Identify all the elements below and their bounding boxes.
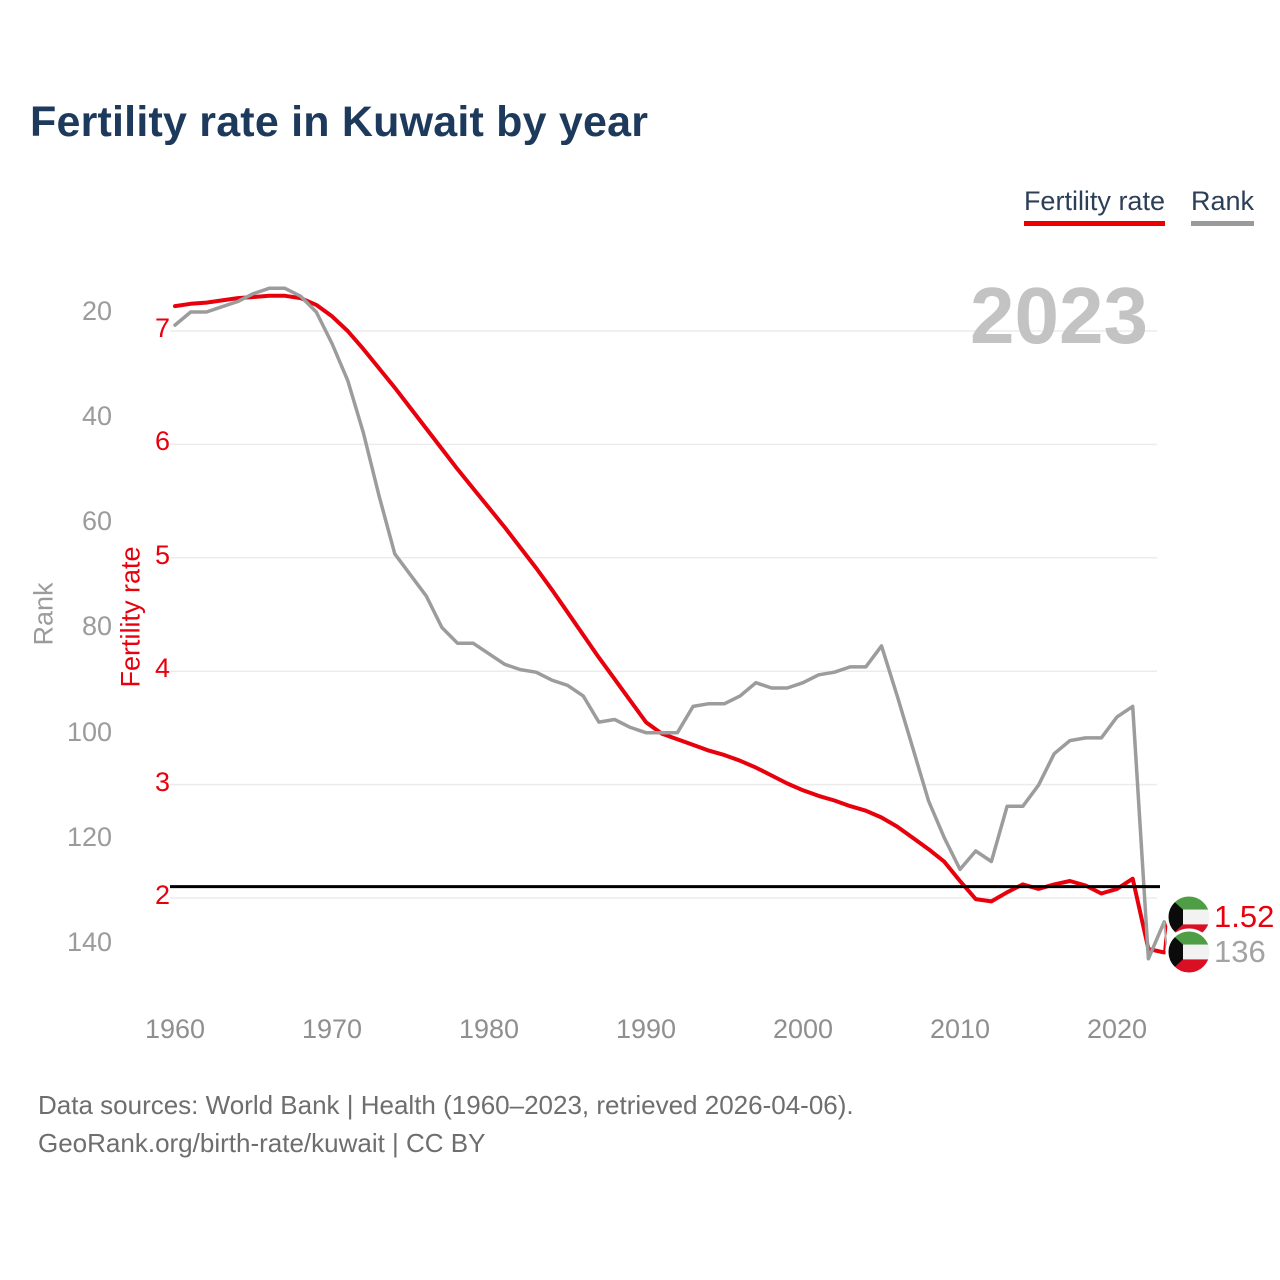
rank-tick-label: 140 [66, 926, 112, 957]
rank-axis-title: Rank [28, 582, 59, 646]
fertility-tick-label: 4 [154, 653, 170, 684]
legend-underline-fertility-rate [1023, 221, 1165, 226]
footer: Data sources: World Bank | Health (1960–… [38, 1086, 854, 1162]
legend-item-fertility-rate[interactable]: Fertility rate [1023, 186, 1165, 226]
x-tick-label: 1980 [458, 1014, 520, 1044]
rank-tick-label: 120 [66, 821, 112, 852]
series-line-rank [173, 286, 1166, 961]
series-line-fertility-rate [173, 293, 1167, 955]
end-value-rank: 136 [1214, 934, 1266, 969]
legend-item-rank[interactable]: Rank [1190, 186, 1254, 226]
legend-label-rank: Rank [1190, 186, 1254, 216]
footer-attribution: GeoRank.org/birth-rate/kuwait | CC BY [38, 1128, 486, 1158]
x-tick-label: 2000 [772, 1014, 834, 1044]
fertility-tick-label: 3 [154, 766, 170, 797]
rank-tick-label: 20 [81, 296, 112, 326]
footer-data-sources: Data sources: World Bank | Health (1960–… [38, 1090, 854, 1120]
series-lines [173, 286, 1167, 961]
legend: Fertility rate Rank [1023, 186, 1254, 226]
x-tick-label: 1970 [301, 1014, 363, 1044]
x-tick-label: 2020 [1086, 1014, 1148, 1044]
x-tick-label: 2010 [929, 1014, 991, 1044]
rank-tick-label: 100 [66, 716, 112, 747]
x-tick-label: 1960 [144, 1014, 206, 1044]
page-title: Fertility rate in Kuwait by year [30, 98, 649, 146]
watermark-year: 2023 [970, 271, 1148, 360]
rank-tick-label: 40 [81, 401, 112, 432]
end-value-fertility: 1.52 [1214, 899, 1275, 934]
rank-tick-label: 60 [81, 506, 112, 537]
fertility-axis-title: Fertility rate [115, 546, 146, 688]
rank-tick-label: 80 [81, 611, 112, 642]
legend-underline-rank [1190, 221, 1254, 226]
legend-label-fertility-rate: Fertility rate [1023, 186, 1165, 216]
fertility-tick-label: 6 [154, 426, 170, 457]
x-tick-label: 1990 [615, 1014, 677, 1044]
fertility-tick-label: 5 [154, 539, 170, 570]
gridlines [170, 330, 1157, 899]
kuwait-flag-icons [1165, 893, 1213, 976]
fertility-tick-label: 7 [154, 313, 170, 343]
fertility-tick-label: 2 [154, 880, 170, 910]
